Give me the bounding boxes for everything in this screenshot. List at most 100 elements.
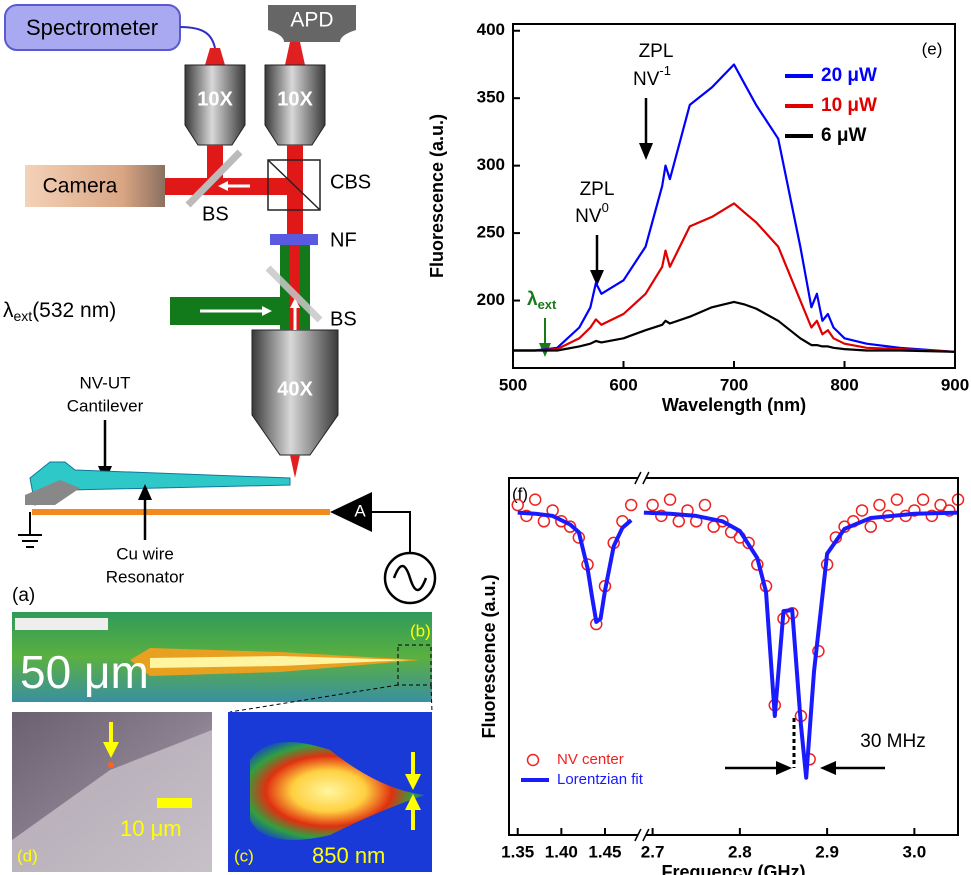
legend-label: 6 μW (821, 125, 866, 146)
data-point (655, 509, 668, 523)
y-axis-label: Fluorescence (a.u.) (427, 114, 447, 278)
label: Spectrometer (26, 15, 158, 40)
panel-label: (b) (410, 621, 431, 640)
label: Resonator (106, 567, 185, 586)
y-tick-label: 350 (477, 88, 505, 107)
scale-label: 50 μm (20, 646, 149, 698)
data-point (672, 515, 686, 528)
panel-label: (e) (922, 39, 943, 58)
chart-f-extras: (f) 30 MHz (512, 484, 926, 775)
axis-break (637, 475, 646, 481)
data-point (511, 498, 524, 512)
holder (25, 480, 80, 505)
cube-splitter (267, 159, 321, 211)
data-point (908, 504, 921, 517)
label: 10X (277, 88, 313, 110)
superscript: 0 (602, 200, 609, 215)
y-tick-label: 250 (477, 223, 505, 242)
arrow-head (590, 270, 604, 286)
superscript: -1 (659, 63, 671, 78)
data-line (513, 202, 956, 353)
fiber (179, 26, 216, 49)
subscript: ext (538, 297, 557, 312)
scale-label: 10 μm (120, 816, 182, 841)
x-tick-label: 2.9 (815, 842, 839, 861)
amplifier (330, 492, 372, 532)
annotation: λ (527, 289, 538, 310)
scale-bar (15, 618, 108, 630)
arrow-head (820, 761, 836, 775)
symbol: λ (3, 299, 14, 322)
data-point (537, 515, 551, 528)
label: APD (290, 9, 333, 32)
data-point (742, 536, 755, 550)
annotation: λext (527, 289, 557, 312)
label: 10X (197, 88, 233, 110)
setup-diagram: Spectrometer APD 10X 10X 40X Camera CBS … (3, 4, 437, 606)
annotation: ZPL (580, 179, 615, 200)
arrow-head (138, 484, 152, 500)
x-tick-label: 700 (720, 375, 748, 394)
data-line (513, 300, 956, 353)
data-point (864, 520, 877, 533)
annotation: 30 MHz (860, 731, 925, 752)
data-point (646, 498, 659, 512)
wavelength: (532 nm) (32, 299, 116, 322)
label: CBS (330, 171, 371, 193)
x-tick-label: 1.40 (545, 842, 578, 861)
plot-frame (508, 477, 959, 836)
x-tick-label: 500 (499, 375, 527, 394)
cantilever (29, 461, 291, 506)
image-panels: 50 μm (b) 10 μm (d) (c) 850 nm (12, 612, 433, 872)
data-point (855, 504, 869, 517)
break-mark (642, 828, 650, 842)
data-line (517, 510, 959, 780)
ground (18, 512, 42, 548)
data-point (698, 498, 712, 512)
cable (372, 511, 411, 553)
notch-filter (270, 234, 318, 245)
data-point (873, 498, 886, 512)
data-point (663, 493, 677, 506)
label: BS (330, 308, 357, 330)
arrow-head (776, 761, 792, 775)
label: Camera (43, 175, 118, 198)
legend-label: 10 μW (821, 95, 877, 116)
x-axis-label: Frequency (GHz) (661, 862, 805, 875)
cube-diagonal (267, 159, 321, 211)
legend-label: 20 μW (821, 65, 877, 86)
y-tick-label: 300 (477, 155, 505, 174)
sine (392, 564, 428, 592)
subscript: ext (14, 308, 33, 324)
data-point (934, 498, 947, 512)
label: 40X (277, 378, 313, 400)
annotation: NV-1 (633, 63, 671, 90)
y-tick-label: 400 (477, 20, 505, 39)
x-tick-label: 800 (830, 375, 858, 394)
y-tick-label: 200 (477, 290, 505, 309)
panel-label: (f) (512, 484, 528, 503)
x-axis-label: Wavelength (nm) (662, 395, 806, 415)
label: Cantilever (67, 396, 144, 415)
data-point (925, 509, 939, 523)
label: BS (202, 203, 229, 225)
apd-box (268, 5, 356, 42)
panel-label: (d) (17, 846, 38, 865)
x-tick-label: 600 (609, 375, 637, 394)
panel-label: (c) (234, 846, 254, 865)
laser-label: λext(532 nm) (3, 299, 116, 324)
legend-swatch (526, 753, 540, 767)
legend-label: Lorentzian fit (557, 771, 644, 788)
x-tick-label: 3.0 (903, 842, 927, 861)
x-tick-label: 2.8 (728, 842, 752, 861)
break-mark (642, 471, 650, 485)
data-point (943, 504, 956, 517)
label: A (354, 501, 366, 520)
x-tick-label: 900 (941, 375, 969, 394)
x-tick-label: 1.35 (501, 842, 534, 861)
label: NF (330, 229, 357, 251)
x-tick-label: 2.7 (641, 842, 665, 861)
break-mark (634, 471, 642, 485)
axis-break (637, 832, 646, 838)
